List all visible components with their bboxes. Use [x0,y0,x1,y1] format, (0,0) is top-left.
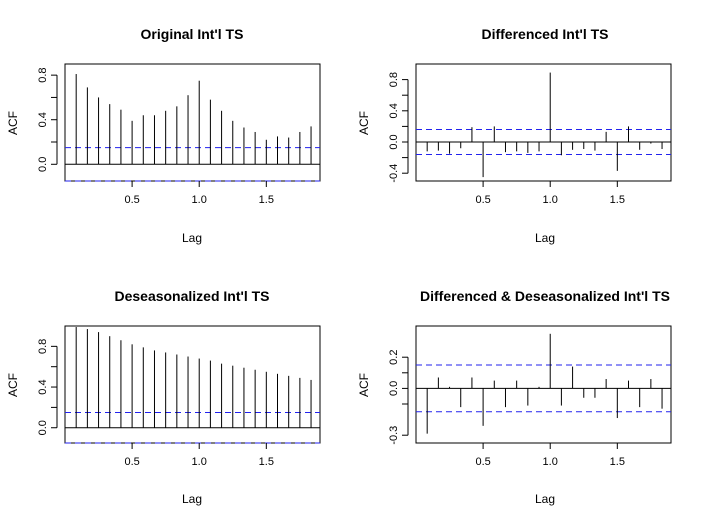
y-tick-label: 0.8 [37,67,49,82]
y-tick-label: -0.3 [388,426,400,445]
x-tick-label: 1.0 [192,456,207,468]
chart-title: Original Int'l TS [141,26,244,42]
plot-frame [64,325,321,444]
x-tick-label: 1.0 [192,194,207,206]
y-axis-label: ACF [357,373,371,397]
chart-title: Differenced & Deseasonalized Int'l TS [420,288,670,304]
x-tick-label: 0.5 [475,194,490,206]
y-tick-label: 0.0 [388,381,400,396]
y-tick-label: 0.4 [37,112,49,127]
y-axis-label: ACF [6,373,20,397]
x-tick-label: 1.5 [259,456,274,468]
x-tick-label: 1.0 [543,456,558,468]
plot-frame [415,63,672,182]
x-tick-label: 0.5 [124,456,139,468]
panel-differenced: Differenced Int'l TS Lag ACF 0.5 1.0 1.5 -0… [357,26,672,245]
y-tick-label: 0.8 [37,339,49,354]
y-tick-label: 0.0 [388,134,400,149]
x-axis-label: Lag [535,231,555,245]
x-axis-label: Lag [182,492,202,506]
y-tick-label: 0.4 [388,103,400,118]
x-axis-label: Lag [535,492,555,506]
x-tick-label: 0.5 [475,456,490,468]
plot-frame [415,325,672,444]
x-tick-label: 1.5 [610,194,625,206]
x-tick-label: 0.5 [124,194,139,206]
plot-frame [64,63,321,182]
panel-original: Original Int'l TS Lag ACF 0.5 1.0 1.5 0.0 0.… [6,26,321,245]
y-axis-label: ACF [6,111,20,135]
panel-differenced-deseasonalized: Differenced & Deseasonalized Int'l TS La… [357,288,672,506]
x-tick-label: 1.0 [543,194,558,206]
y-axis-label: ACF [357,111,371,135]
y-tick-label: 0.2 [388,350,400,365]
y-tick-label: 0.4 [37,379,49,394]
x-tick-label: 1.5 [259,194,274,206]
y-tick-label: 0.8 [388,72,400,87]
panel-deseasonalized: Deseasonalized Int'l TS Lag ACF 0.5 1.0 1.… [6,288,321,506]
chart-title: Differenced Int'l TS [481,26,608,42]
x-tick-label: 1.5 [610,456,625,468]
chart-title: Deseasonalized Int'l TS [114,288,269,304]
x-axis-label: Lag [182,231,202,245]
y-tick-label: 0.0 [37,157,49,172]
y-tick-label: 0.0 [37,420,49,435]
y-tick-label: -0.4 [388,164,400,183]
